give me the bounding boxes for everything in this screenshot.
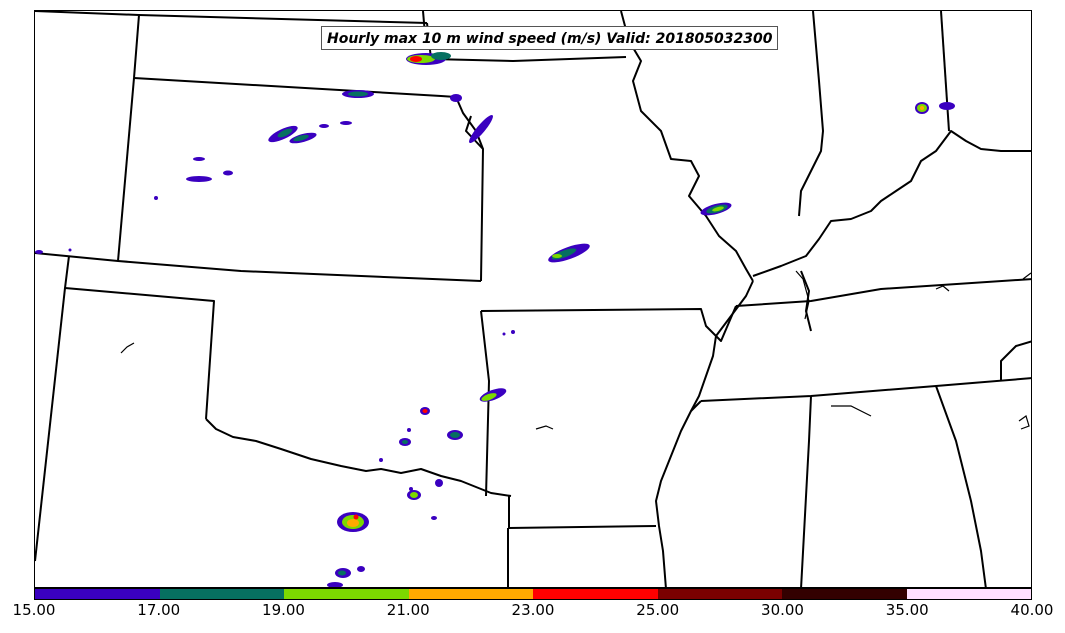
boundary-al-ga bbox=[935, 385, 987, 587]
wind-blob bbox=[357, 566, 365, 572]
colorbar-segment bbox=[906, 589, 1031, 599]
wind-blob bbox=[402, 440, 408, 444]
wind-blob bbox=[407, 428, 411, 432]
wind-blob bbox=[502, 332, 506, 336]
boundary-co-nm bbox=[35, 252, 482, 282]
wind-blob bbox=[552, 254, 562, 258]
wind-blob bbox=[35, 250, 43, 254]
colorbar-tick-label: 40.00 bbox=[1010, 601, 1054, 619]
boundary-wy-co bbox=[35, 11, 140, 79]
lake-outline bbox=[795, 270, 810, 320]
colorbar-tick-label: 21.00 bbox=[386, 601, 430, 619]
boundary-in-oh bbox=[940, 11, 950, 132]
lake-outline bbox=[1018, 415, 1030, 430]
lake-outline bbox=[1022, 272, 1031, 280]
wind-blob bbox=[409, 487, 413, 491]
lake-outline bbox=[535, 425, 554, 430]
wind-blob bbox=[223, 170, 233, 176]
wind-blob bbox=[186, 176, 212, 182]
boundary-mo-ar bbox=[480, 305, 737, 342]
boundary-va-nc bbox=[1000, 340, 1031, 381]
colorbar-segment bbox=[408, 589, 533, 599]
wind-blob bbox=[450, 94, 462, 102]
boundary-mississippi-upper bbox=[620, 11, 754, 282]
colorbar-segment bbox=[35, 589, 160, 599]
boundary-arkansas-mid bbox=[690, 400, 702, 412]
wind-blob bbox=[920, 106, 924, 110]
boundary-co-ks bbox=[117, 77, 135, 262]
water-features bbox=[120, 270, 1031, 430]
wind-blob bbox=[379, 458, 383, 462]
wind-blob bbox=[469, 114, 493, 144]
wind-blob bbox=[410, 56, 422, 62]
wind-blob bbox=[193, 157, 205, 161]
wind-blob bbox=[348, 91, 368, 97]
wind-blob bbox=[410, 492, 418, 498]
wind-blob bbox=[353, 514, 359, 520]
boundary-il-in bbox=[798, 11, 824, 217]
colorbar-segment bbox=[159, 589, 284, 599]
colorbar bbox=[34, 588, 1032, 600]
wind-blob bbox=[154, 196, 158, 200]
boundary-ky-small bbox=[800, 270, 812, 332]
wind-blob bbox=[481, 393, 497, 401]
lake-outline bbox=[831, 405, 872, 417]
colorbar-tick-label: 25.00 bbox=[636, 601, 680, 619]
boundary-ia-mo bbox=[465, 115, 484, 150]
boundary-sd-ne bbox=[138, 14, 428, 24]
boundary-nm-ok-panhandle bbox=[64, 255, 215, 420]
boundary-tn-south bbox=[700, 377, 1031, 402]
boundary-ok-ar bbox=[480, 310, 490, 497]
wind-blob bbox=[431, 516, 437, 520]
wind-blob bbox=[327, 582, 343, 587]
boundary-nm-tx bbox=[35, 287, 66, 562]
wind-blob bbox=[338, 570, 346, 576]
map-svg bbox=[35, 11, 1031, 587]
wind-blob bbox=[450, 432, 460, 438]
wind-blob bbox=[511, 330, 515, 334]
colorbar-segment bbox=[284, 589, 409, 599]
boundary-ok-tx-river bbox=[205, 418, 512, 497]
wind-blob bbox=[939, 102, 955, 110]
colorbar-segment bbox=[657, 589, 782, 599]
colorbar-tick-label: 23.00 bbox=[511, 601, 555, 619]
wind-blob bbox=[347, 519, 359, 527]
lake-outline bbox=[120, 342, 135, 354]
wind-blob bbox=[340, 121, 352, 125]
map-title: Hourly max 10 m wind speed (m/s) Valid: … bbox=[321, 26, 779, 50]
boundary-ohio-river bbox=[752, 130, 1031, 277]
wind-blob bbox=[422, 409, 428, 413]
colorbar-tick-label: 30.00 bbox=[761, 601, 804, 619]
lake-outline bbox=[935, 285, 950, 292]
colorbar-tick-label: 15.00 bbox=[12, 601, 56, 619]
wind-blob bbox=[68, 248, 72, 252]
colorbar-tick-label: 19.00 bbox=[262, 601, 305, 619]
wind-blob bbox=[431, 52, 451, 60]
boundary-ne-ks-north bbox=[133, 77, 457, 98]
wind-blob bbox=[712, 206, 724, 212]
boundary-ms-al bbox=[800, 395, 812, 587]
boundary-ky-tn bbox=[735, 278, 1031, 307]
wind-contours bbox=[35, 52, 955, 587]
wind-blob bbox=[277, 128, 293, 138]
boundary-tx-ar-la bbox=[508, 496, 657, 529]
state-boundaries bbox=[35, 11, 1031, 587]
colorbar-segment bbox=[533, 589, 658, 599]
colorbar-tick-label: 17.00 bbox=[137, 601, 181, 619]
wind-blob bbox=[435, 479, 443, 487]
colorbar-tick-label: 35.00 bbox=[885, 601, 929, 619]
wind-blob bbox=[293, 134, 309, 142]
boundary-ks-mo bbox=[455, 96, 484, 282]
colorbar-segment bbox=[782, 589, 907, 599]
map-panel: Hourly max 10 m wind speed (m/s) Valid: … bbox=[34, 10, 1032, 588]
wind-blob bbox=[319, 124, 329, 128]
boundary-mississippi-lower bbox=[655, 280, 754, 587]
